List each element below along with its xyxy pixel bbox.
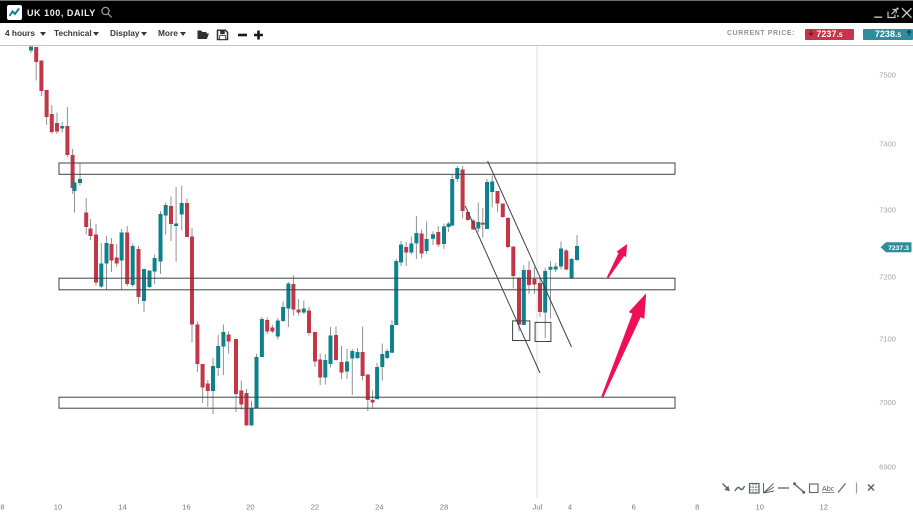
svg-text:7000: 7000 (879, 398, 896, 407)
svg-text:7237.3: 7237.3 (888, 245, 909, 252)
svg-text:Jul: Jul (533, 503, 543, 512)
svg-text:6: 6 (632, 503, 636, 512)
svg-text:7200: 7200 (879, 273, 896, 282)
svg-text:4: 4 (568, 503, 572, 512)
svg-text:28: 28 (440, 503, 448, 512)
svg-text:7400: 7400 (879, 140, 896, 149)
svg-text:8: 8 (0, 503, 4, 512)
svg-text:7100: 7100 (879, 335, 896, 344)
svg-text:8: 8 (695, 503, 699, 512)
svg-text:6900: 6900 (879, 463, 896, 472)
svg-text:24: 24 (375, 503, 383, 512)
svg-text:20: 20 (246, 503, 254, 512)
svg-text:Abc: Abc (822, 484, 835, 493)
svg-text:7500: 7500 (879, 71, 896, 80)
svg-text:22: 22 (311, 503, 319, 512)
svg-text:7300: 7300 (879, 206, 896, 215)
svg-text:16: 16 (182, 503, 190, 512)
svg-text:14: 14 (118, 503, 126, 512)
svg-text:10: 10 (755, 503, 763, 512)
svg-text:10: 10 (54, 503, 62, 512)
svg-text:12: 12 (819, 503, 827, 512)
